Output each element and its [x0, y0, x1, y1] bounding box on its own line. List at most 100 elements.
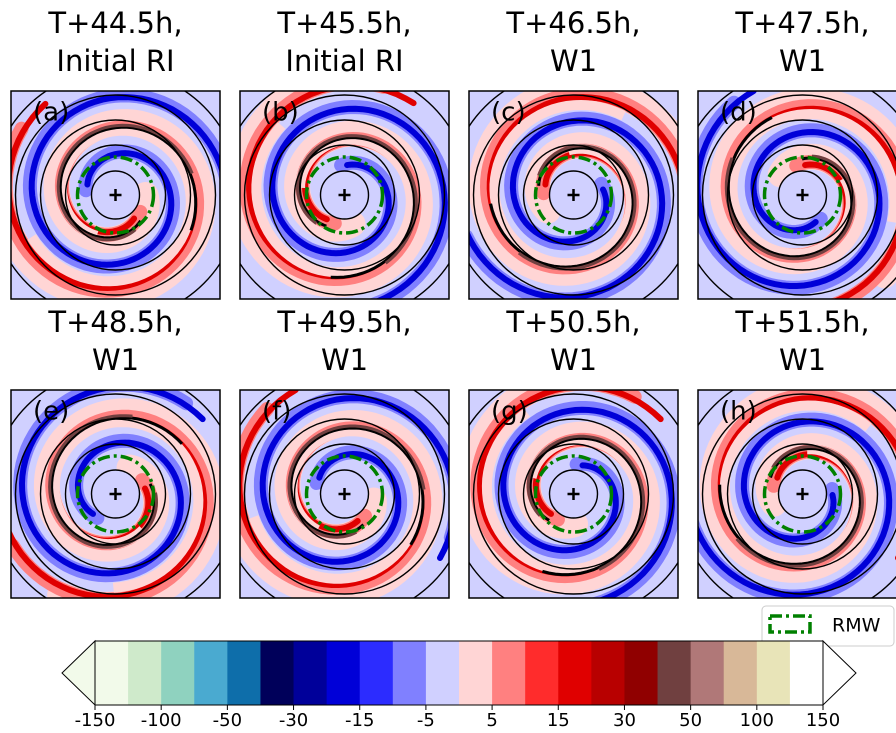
- range-ring: [64, 443, 167, 545]
- rmw: [304, 155, 385, 235]
- panel-title: W1: [550, 44, 597, 78]
- contour: [56, 123, 194, 242]
- panel: [11, 91, 220, 299]
- panel-frame: [468, 389, 679, 599]
- extend-low: [61, 639, 96, 707]
- legend-swatch: [768, 614, 812, 634]
- range-ring: [64, 144, 167, 246]
- range-ring: [726, 119, 879, 271]
- shading: [481, 408, 644, 575]
- center: [109, 488, 122, 500]
- range-ring: [243, 393, 446, 595]
- colorbar-box: [624, 641, 659, 705]
- range-ring: [497, 119, 650, 271]
- panel: [698, 390, 896, 598]
- range-ring: [522, 144, 625, 246]
- range-ring: [701, 393, 896, 595]
- contour: [48, 414, 159, 549]
- colorbar-box: [260, 641, 295, 705]
- shading: [489, 99, 636, 269]
- shading: [727, 108, 896, 260]
- colorbar-box: [558, 641, 592, 705]
- colorbar-frame: [94, 640, 824, 706]
- center: [796, 488, 809, 500]
- colorbar-box: [227, 641, 261, 705]
- range-ring: [751, 443, 854, 545]
- rmw: [533, 155, 614, 235]
- colorbar-tick-label: 5: [486, 710, 497, 731]
- colorbar-box: [425, 641, 460, 705]
- panel: [240, 390, 449, 598]
- colorbar-box: [459, 641, 493, 705]
- range-ring: [472, 94, 675, 296]
- panel-title: T+45.5h,: [276, 6, 411, 40]
- panel-title: Initial RI: [56, 44, 174, 78]
- panel: [11, 390, 220, 598]
- colorbar-box: [359, 641, 394, 705]
- center: [796, 189, 809, 201]
- panel: [469, 91, 678, 299]
- panel-title: T+50.5h,: [505, 305, 640, 339]
- colorbar-tick-label: 15: [547, 710, 570, 731]
- shading: [28, 94, 220, 268]
- rmw: [75, 155, 156, 235]
- panel-label: (a): [33, 98, 69, 128]
- range-ring: [268, 119, 421, 271]
- panel-frame: [468, 90, 679, 300]
- contour: [724, 154, 856, 261]
- panel-title: Initial RI: [285, 44, 403, 78]
- range-ring: [293, 144, 396, 246]
- panel-title: W1: [550, 343, 597, 377]
- colorbar-box: [293, 641, 328, 705]
- colorbar-box: [492, 641, 526, 705]
- range-ring: [39, 119, 192, 271]
- panel-title: T+47.5h,: [734, 6, 869, 40]
- range-ring: [268, 418, 421, 570]
- panel-label: (g): [491, 397, 528, 427]
- panel-frame: [10, 389, 221, 599]
- range-ring: [726, 418, 879, 570]
- panel-title: W1: [779, 343, 826, 377]
- colorbar-tick-label: -50: [213, 710, 242, 731]
- panel-frame: [697, 389, 896, 599]
- panel: [240, 91, 449, 299]
- range-ring: [14, 94, 217, 296]
- panel-label: (b): [262, 98, 299, 128]
- panel-frame: [239, 90, 450, 300]
- panel-title: W1: [321, 343, 368, 377]
- legend-label: RMW: [832, 615, 881, 637]
- center: [338, 488, 351, 500]
- shading: [269, 105, 448, 299]
- rmw: [533, 454, 614, 534]
- contour: [735, 445, 864, 568]
- panel-frame: [10, 90, 221, 300]
- extend-high: [822, 639, 857, 707]
- panel-label: (c): [491, 98, 526, 128]
- colorbar-tick-label: -100: [141, 710, 182, 731]
- panel-title: T+44.5h,: [47, 6, 182, 40]
- panel-title: T+46.5h,: [505, 6, 640, 40]
- center: [567, 488, 580, 500]
- center: [338, 189, 351, 201]
- colorbar-tick-label: 50: [679, 710, 702, 731]
- panel-title: W1: [779, 44, 826, 78]
- rmw: [762, 155, 843, 235]
- range-ring: [497, 418, 650, 570]
- rmw: [304, 454, 385, 534]
- colorbar-box: [723, 641, 758, 705]
- colorbar-tick-label: -30: [279, 710, 308, 731]
- panel-label: (f): [262, 397, 291, 427]
- colorbar-box: [95, 641, 129, 705]
- colorbar-box: [525, 641, 559, 705]
- legend: RMW: [761, 605, 895, 647]
- shading: [719, 400, 872, 566]
- contour: [526, 434, 646, 571]
- panel-title: W1: [92, 343, 139, 377]
- colorbar-box: [161, 641, 195, 705]
- colorbar-tick-label: 150: [806, 710, 840, 731]
- shading: [49, 417, 204, 593]
- colorbar-tick-label: -5: [417, 710, 435, 731]
- rmw: [762, 454, 843, 534]
- contour: [517, 144, 637, 271]
- shading: [698, 91, 883, 289]
